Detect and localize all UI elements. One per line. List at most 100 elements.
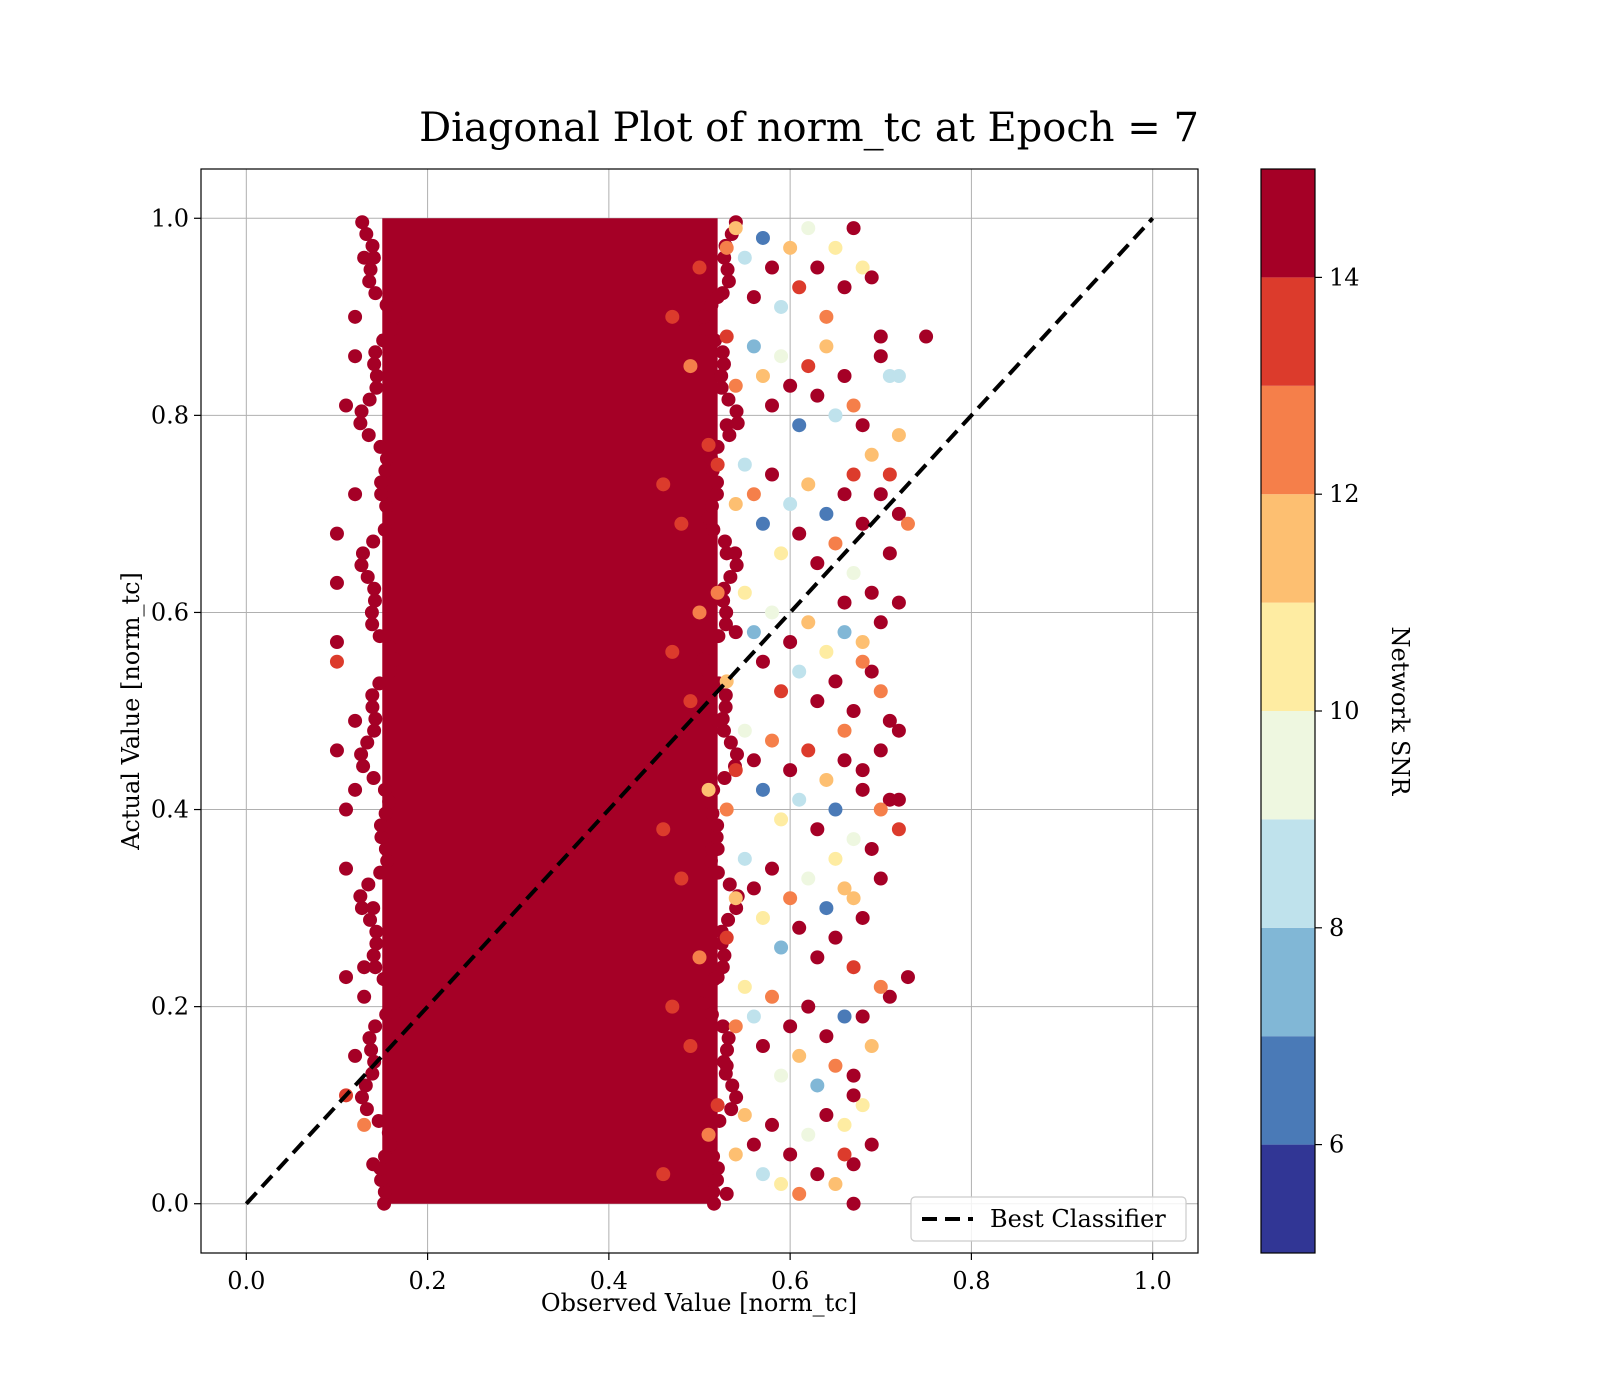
scatter-point — [378, 1149, 393, 1164]
scatter-point — [348, 782, 363, 797]
scatter-point — [355, 546, 370, 561]
scatter-point — [369, 380, 384, 395]
scatter-point — [380, 853, 395, 868]
scatter-point — [810, 1078, 825, 1093]
scatter-point — [716, 357, 731, 372]
scatter-point — [846, 1088, 861, 1103]
scatter-point — [765, 467, 780, 482]
scatter-point — [882, 467, 897, 482]
scatter-point — [755, 1039, 770, 1054]
scatter-point — [368, 1019, 383, 1034]
scatter-point — [692, 605, 707, 620]
scatter-point — [746, 487, 761, 502]
scatter-point — [360, 569, 375, 584]
scatter-point — [846, 398, 861, 413]
colorbar-tick-label: 12 — [1329, 480, 1360, 508]
scatter-point — [357, 960, 372, 975]
scatter-point — [374, 487, 389, 502]
scatter-point — [846, 1068, 861, 1083]
scatter-point — [360, 735, 375, 750]
scatter-point — [728, 497, 743, 512]
scatter-point — [873, 743, 888, 758]
scatter-point — [656, 477, 671, 492]
scatter-point — [665, 309, 680, 324]
scatter-point — [373, 439, 388, 454]
scatter-point — [837, 625, 852, 640]
scatter-point — [837, 368, 852, 383]
scatter-point — [719, 930, 734, 945]
scatter-point — [339, 802, 354, 817]
scatter-point — [864, 1137, 879, 1152]
scatter-point — [385, 983, 400, 998]
scatter-point — [828, 851, 843, 866]
scatter-point — [704, 1007, 719, 1022]
scatter-point — [828, 930, 843, 945]
scatter-point — [864, 841, 879, 856]
scatter-point — [737, 457, 752, 472]
scatter-point — [873, 615, 888, 630]
x-tick-label: 0.4 — [590, 1267, 628, 1295]
scatter-point — [724, 1102, 739, 1117]
colorbar-tick-label: 14 — [1329, 263, 1360, 291]
scatter-point — [719, 1042, 734, 1057]
scatter-point — [819, 506, 834, 521]
plot-frame — [200, 168, 1199, 1254]
scatter-point — [864, 585, 879, 600]
scatter-point — [373, 865, 388, 880]
colorbar-band — [1261, 277, 1315, 386]
scatter-point — [719, 1186, 734, 1201]
scatter-point — [717, 948, 732, 963]
scatter-point — [692, 950, 707, 965]
scatter-point — [801, 1127, 816, 1142]
colorbar-tick-label: 8 — [1329, 914, 1344, 942]
scatter-point — [873, 684, 888, 699]
scatter-point — [882, 546, 897, 561]
scatter-point — [728, 1147, 743, 1162]
scatter-point — [810, 260, 825, 275]
scatter-point — [387, 995, 402, 1010]
scatter-point — [810, 1167, 825, 1182]
scatter-point — [710, 818, 725, 833]
scatter-point — [819, 644, 834, 659]
legend-entry-best-classifier: Best Classifier — [990, 1205, 1166, 1233]
scatter-point — [365, 700, 380, 715]
scatter-point — [855, 260, 870, 275]
scatter-point — [828, 240, 843, 255]
scatter-point — [367, 723, 382, 738]
scatter-point — [728, 625, 743, 640]
scatter-point — [774, 299, 789, 314]
scatter-point — [765, 861, 780, 876]
scatter-point — [721, 392, 736, 407]
scatter-point — [703, 853, 718, 868]
scatter-point — [765, 605, 780, 620]
scatter-point — [376, 333, 391, 348]
scatter-point — [705, 806, 720, 821]
scatter-point — [729, 747, 744, 762]
scatter-point — [701, 794, 716, 809]
scatter-point — [819, 1029, 834, 1044]
scatter-point — [710, 1161, 725, 1176]
scatter-point — [783, 497, 798, 512]
scatter-point — [891, 595, 906, 610]
scatter-point — [721, 1031, 736, 1046]
scatter-point — [855, 418, 870, 433]
y-tick-label: 0.8 — [151, 401, 189, 429]
scatter-point — [329, 575, 344, 590]
scatter-point — [709, 830, 724, 845]
scatter-point — [792, 526, 807, 541]
scatter-point — [364, 605, 379, 620]
scatter-point — [700, 640, 715, 655]
scatter-point — [746, 753, 761, 768]
legend: Best Classifier — [910, 1196, 1187, 1242]
scatter-point — [828, 802, 843, 817]
scatter-point — [792, 1186, 807, 1201]
scatter-point — [354, 404, 369, 419]
scatter-point — [698, 983, 713, 998]
scatter-point — [719, 1058, 734, 1073]
scatter-point — [701, 1127, 716, 1142]
scatter-point — [329, 743, 344, 758]
scatter-point — [710, 970, 725, 985]
scatter-point — [728, 763, 743, 778]
scatter-point — [783, 240, 798, 255]
scatter-point — [792, 280, 807, 295]
